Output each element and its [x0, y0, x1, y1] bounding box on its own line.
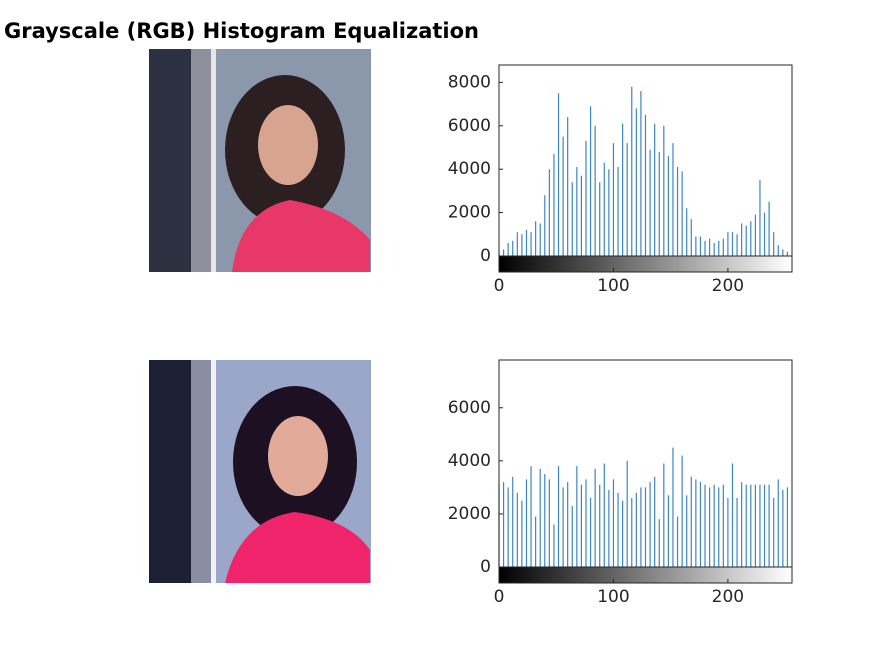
x-tick-label: 0	[494, 276, 505, 296]
y-tick-label: 8000	[448, 72, 491, 92]
figure-title: Grayscale (RGB) Histogram Equalization	[4, 19, 479, 43]
x-tick-label: 200	[712, 587, 744, 607]
original-image	[149, 49, 371, 272]
x-tick-label: 100	[597, 276, 629, 296]
y-tick-label: 4000	[448, 159, 491, 179]
y-tick-label: 2000	[448, 504, 491, 524]
y-tick-label: 6000	[448, 116, 491, 136]
x-tick-label: 100	[597, 587, 629, 607]
y-tick-label: 4000	[448, 451, 491, 471]
x-tick-label: 0	[494, 587, 505, 607]
y-tick-label: 0	[480, 557, 491, 577]
y-tick-label: 2000	[448, 203, 491, 223]
colorbar	[498, 566, 793, 584]
y-tick-label: 0	[480, 246, 491, 266]
colorbar	[498, 255, 793, 273]
x-tick-label: 200	[712, 276, 744, 296]
y-tick-label: 6000	[448, 398, 491, 418]
equalized-image	[149, 360, 371, 583]
